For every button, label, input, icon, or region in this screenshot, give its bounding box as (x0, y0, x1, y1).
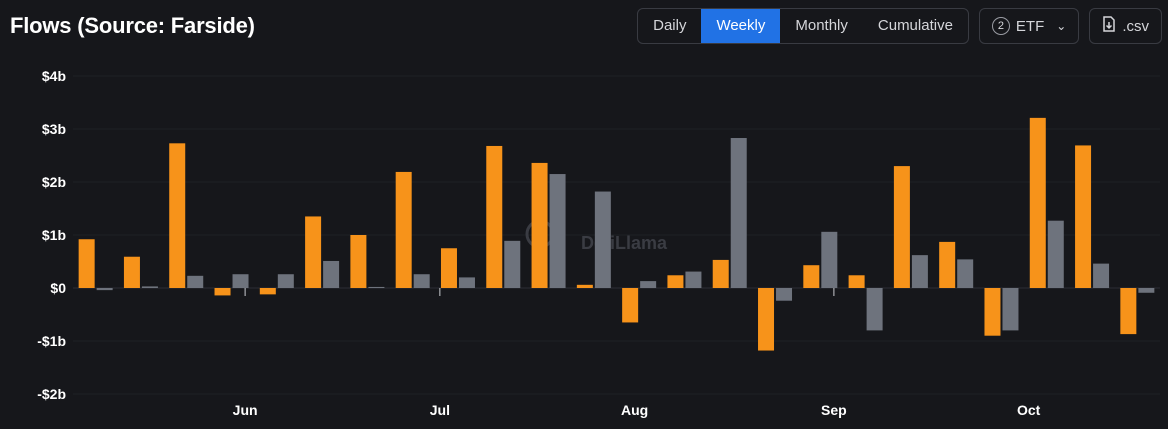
bar-orange[interactable] (758, 288, 775, 351)
bar-gray[interactable] (413, 274, 430, 288)
chevron-down-icon: ⌄ (1056, 19, 1067, 33)
bar-orange[interactable] (622, 288, 639, 323)
bar-orange[interactable] (350, 235, 367, 288)
x-tick-label: Jun (233, 402, 258, 418)
watermark-text: DefiLlama (581, 233, 668, 253)
bar-orange[interactable] (939, 241, 956, 288)
bar-orange[interactable] (1029, 117, 1046, 289)
bar-orange[interactable] (531, 162, 548, 288)
bar-gray[interactable] (730, 138, 747, 288)
file-download-icon (1102, 16, 1116, 36)
etf-dropdown[interactable]: 2 ETF ⌄ (978, 8, 1080, 44)
bar-gray[interactable] (957, 259, 974, 288)
bar-gray[interactable] (911, 255, 928, 288)
bar-orange[interactable] (486, 145, 503, 288)
x-tick-label: Oct (1017, 402, 1041, 418)
bar-orange[interactable] (214, 288, 231, 296)
toolbar: Daily Weekly Monthly Cumulative 2 ETF ⌄ … (637, 8, 1162, 44)
y-tick-label: $3b (42, 121, 66, 137)
x-tick-label: Jul (430, 402, 450, 418)
bar-orange[interactable] (984, 288, 1001, 336)
bar-gray[interactable] (368, 286, 385, 288)
bar-gray[interactable] (187, 275, 204, 288)
bar-orange[interactable] (395, 171, 412, 288)
bar-orange[interactable] (712, 259, 729, 288)
y-tick-label: -$2b (37, 386, 66, 402)
x-tick-label: Sep (821, 402, 847, 418)
bar-gray[interactable] (504, 240, 521, 288)
tab-weekly[interactable]: Weekly (701, 9, 781, 43)
bar-gray[interactable] (549, 174, 566, 288)
bar-gray[interactable] (232, 274, 249, 288)
bar-gray[interactable] (821, 231, 838, 288)
y-tick-label: $2b (42, 174, 66, 190)
bar-gray[interactable] (1047, 220, 1064, 288)
bar-orange[interactable] (1075, 145, 1092, 288)
bar-orange[interactable] (123, 256, 140, 288)
etf-dropdown-label: ETF (1015, 17, 1045, 35)
csv-download-button[interactable]: .csv (1089, 8, 1162, 44)
tab-monthly[interactable]: Monthly (795, 17, 848, 34)
bar-orange[interactable] (848, 275, 865, 288)
y-tick-label: $0 (50, 280, 66, 296)
y-tick-label: -$1b (37, 333, 66, 349)
bar-orange[interactable] (440, 248, 457, 288)
bar-gray[interactable] (685, 271, 702, 288)
granularity-toggle: Daily Weekly Monthly Cumulative (637, 8, 969, 44)
bar-gray[interactable] (141, 286, 158, 288)
y-axis: $4b $3b $2b $1b $0 -$1b -$2b (37, 68, 66, 402)
bar-orange[interactable] (576, 284, 593, 288)
bar-gray[interactable] (96, 288, 113, 291)
x-tick-label: Aug (621, 402, 648, 418)
tab-cumulative[interactable]: Cumulative (877, 17, 953, 34)
bar-gray[interactable] (594, 191, 611, 288)
grid-lines (73, 75, 1160, 395)
bar-gray[interactable] (323, 260, 340, 288)
bar-gray[interactable] (866, 288, 883, 331)
bar-orange[interactable] (1120, 288, 1137, 335)
bar-gray[interactable] (1002, 288, 1019, 331)
bar-orange[interactable] (893, 166, 910, 288)
y-tick-label: $4b (42, 68, 66, 84)
bar-gray[interactable] (1138, 288, 1155, 293)
bar-orange[interactable] (169, 143, 186, 288)
bar-orange[interactable] (305, 216, 322, 288)
x-axis: Jun Jul Aug Sep Oct (233, 288, 1041, 418)
bar-orange[interactable] (667, 275, 684, 288)
bar-orange[interactable] (259, 288, 276, 295)
etf-count-badge: 2 (991, 17, 1010, 35)
bar-orange[interactable] (78, 239, 95, 288)
tab-daily[interactable]: Daily (653, 17, 687, 34)
bar-gray[interactable] (1093, 263, 1110, 288)
bar-gray[interactable] (776, 288, 793, 301)
chart-title: Flows (Source: Farside) (10, 13, 255, 38)
y-tick-label: $1b (42, 227, 66, 243)
bars (78, 117, 1155, 351)
bar-gray[interactable] (277, 274, 294, 288)
bar-gray[interactable] (458, 277, 475, 288)
bar-gray[interactable] (640, 281, 657, 288)
csv-label: .csv (1122, 17, 1149, 35)
bar-orange[interactable] (803, 265, 820, 288)
